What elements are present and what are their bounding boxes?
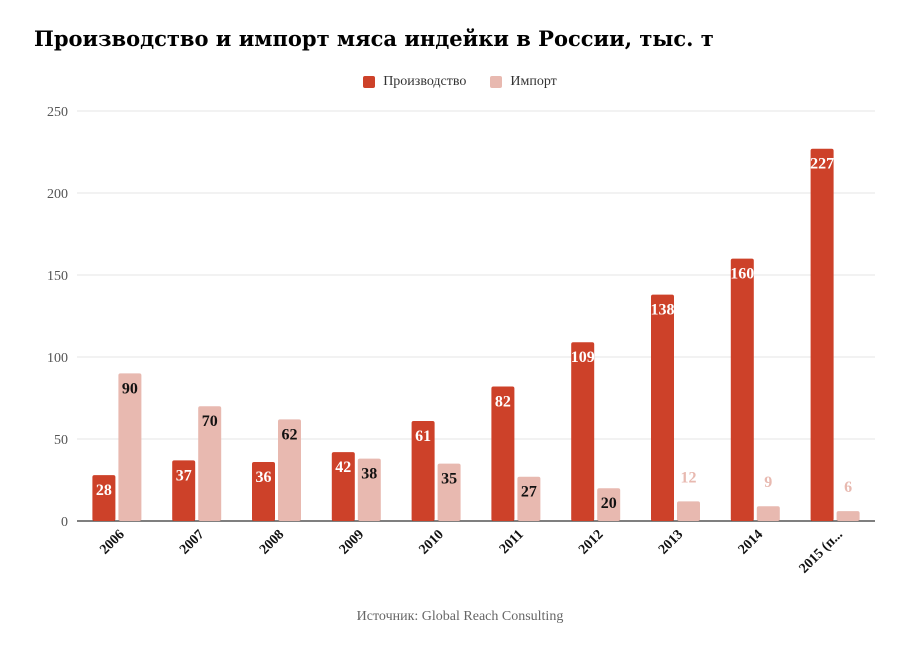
data-label-production: 138 bbox=[651, 302, 675, 319]
data-label-import: 62 bbox=[282, 426, 298, 443]
data-label-production: 160 bbox=[730, 266, 754, 283]
bar-production bbox=[491, 386, 515, 521]
bar-import bbox=[437, 463, 461, 521]
data-label-import: 38 bbox=[361, 466, 377, 483]
legend-item-production[interactable]: Производство bbox=[363, 74, 466, 90]
bar-production bbox=[730, 258, 754, 521]
y-tick-label: 50 bbox=[54, 433, 68, 448]
x-tick-label: 2015 (п... bbox=[797, 527, 846, 576]
data-label-import: 20 bbox=[601, 495, 617, 512]
x-tick-label: 2010 bbox=[417, 527, 447, 557]
data-label-production: 61 bbox=[415, 428, 431, 445]
y-tick-label: 100 bbox=[47, 351, 68, 366]
legend-label-import: Импорт bbox=[510, 74, 557, 89]
data-label-production: 82 bbox=[495, 394, 511, 411]
data-label-import: 90 bbox=[122, 380, 138, 397]
data-label-production: 36 bbox=[256, 469, 272, 486]
y-tick-label: 0 bbox=[61, 515, 68, 530]
bar-production bbox=[810, 148, 834, 521]
source-note: Источник: Global Reach Consulting bbox=[356, 609, 564, 624]
bar-import bbox=[357, 458, 381, 521]
y-tick-label: 200 bbox=[47, 187, 68, 202]
x-tick-label: 2013 bbox=[656, 527, 686, 557]
legend: Производство Импорт bbox=[0, 74, 920, 90]
data-label-import: 35 bbox=[441, 471, 457, 488]
data-label-production: 37 bbox=[176, 467, 192, 484]
x-tick-label: 2006 bbox=[97, 527, 127, 557]
y-tick-label: 150 bbox=[47, 269, 68, 284]
data-label-production: 227 bbox=[810, 156, 834, 173]
bar-production bbox=[172, 460, 196, 521]
x-tick-label: 2011 bbox=[497, 527, 527, 557]
legend-label-production: Производство bbox=[383, 74, 467, 89]
x-tick-label: 2008 bbox=[257, 527, 287, 557]
bar-production bbox=[651, 294, 674, 521]
x-tick-label: 2007 bbox=[177, 527, 207, 557]
bar-import bbox=[836, 511, 860, 521]
data-label-import: 27 bbox=[521, 484, 537, 501]
x-tick-label: 2009 bbox=[337, 527, 367, 557]
x-tick-label: 2012 bbox=[576, 527, 606, 557]
data-label-production: 42 bbox=[335, 459, 351, 476]
data-label-import: 6 bbox=[844, 479, 852, 496]
legend-item-import[interactable]: Импорт bbox=[490, 74, 557, 90]
bar-import bbox=[198, 406, 222, 521]
bar-import bbox=[756, 506, 780, 521]
bar-import bbox=[517, 476, 541, 521]
bar-import bbox=[597, 488, 621, 521]
bar-production bbox=[92, 475, 116, 521]
bar-production bbox=[252, 461, 275, 521]
data-label-production: 28 bbox=[96, 482, 112, 499]
data-label-import: 12 bbox=[681, 469, 697, 486]
data-label-import: 9 bbox=[764, 474, 772, 491]
chart-title: Производство и импорт мяса индейки в Рос… bbox=[34, 26, 714, 51]
bar-import bbox=[278, 419, 301, 521]
legend-swatch-import bbox=[490, 76, 503, 88]
data-label-production: 109 bbox=[571, 349, 595, 366]
x-tick-label: 2014 bbox=[736, 527, 766, 557]
bar-production bbox=[411, 420, 435, 521]
y-tick-label: 250 bbox=[47, 105, 68, 120]
legend-swatch-production bbox=[363, 76, 376, 88]
data-label-import: 70 bbox=[202, 413, 218, 430]
bar-production bbox=[571, 342, 595, 521]
bar-production bbox=[331, 452, 355, 521]
bar-import bbox=[677, 501, 700, 521]
bar-import bbox=[118, 373, 142, 521]
